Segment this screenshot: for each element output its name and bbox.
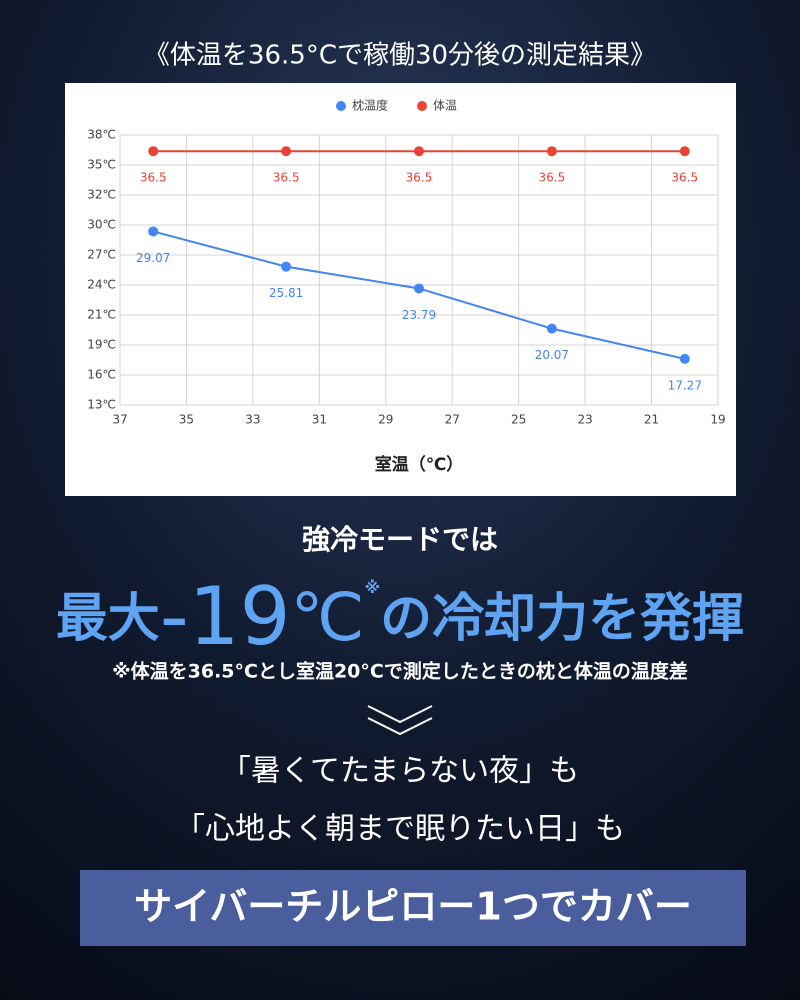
x-tick-label: 29 (378, 413, 393, 427)
x-tick-label: 35 (179, 413, 194, 427)
y-tick-label: 27℃ (87, 247, 116, 261)
data-label: 29.07 (136, 251, 170, 265)
point (414, 283, 424, 294)
point (679, 146, 690, 157)
x-axis-title: 室温（℃） (375, 454, 464, 475)
x-tick-label: 31 (312, 413, 327, 427)
chart-panel (65, 83, 736, 496)
note: ※体温を36.5°Cとし室温20°Cで測定したときの枕と体温の温度差 (112, 660, 688, 683)
y-tick-label: 32℃ (87, 188, 116, 202)
data-label: 25.81 (269, 286, 303, 300)
point (281, 261, 292, 272)
y-tick-label: 13℃ (87, 398, 116, 412)
y-tick-label: 21℃ (87, 308, 116, 322)
x-tick-label: 23 (577, 413, 592, 427)
data-label: 17.27 (668, 378, 702, 392)
point (148, 226, 159, 237)
x-tick-label: 27 (445, 413, 460, 427)
y-tick-label: 38℃ (87, 128, 116, 142)
x-tick-label: 21 (644, 413, 659, 427)
data-label: 23.79 (402, 308, 436, 322)
headline-part: 最大 (56, 589, 160, 649)
banner-text: サイバーチルピロー1つでカバー (134, 885, 692, 929)
chart: 13℃ 16℃ 19℃ 21℃ 24℃ 27℃ 30℃ 32℃ 35℃ 38℃ 37 35 33 31 29… (87, 99, 725, 476)
lead: 強冷モードでは (302, 523, 498, 556)
banner (80, 870, 746, 946)
point (414, 146, 424, 157)
y-tick-label: 24℃ (87, 278, 116, 292)
point (546, 323, 557, 334)
data-label: 36.5 (273, 171, 300, 185)
data-label: 36.5 (671, 171, 698, 185)
point (148, 146, 159, 157)
headline-unit: ℃ (290, 579, 364, 656)
headline: 最大-19℃※の冷却力を発揮 (56, 570, 744, 663)
heading: 《体温を36.5°Cで稼働30分後の測定結果》 (144, 41, 656, 71)
data-label: 36.5 (539, 171, 566, 185)
legend-swatch (336, 101, 346, 111)
line-text: 「心地よく朝まで眠りたい日」も (175, 812, 625, 847)
y-tick-label: 16℃ (87, 367, 116, 381)
line-text: 「暑くてたまらない夜」も (221, 754, 579, 789)
x-tick-label: 33 (245, 413, 260, 427)
x-tick-label: 25 (511, 413, 526, 427)
x-tick-label: 37 (112, 413, 127, 427)
legend-label: 体温 (433, 99, 457, 113)
point (546, 146, 557, 157)
point (679, 353, 690, 364)
headline-part: の冷却力を発揮 (380, 589, 744, 649)
y-tick-label: 19℃ (87, 337, 116, 351)
chevron (367, 705, 433, 736)
y-tick-label: 35℃ (87, 158, 116, 172)
data-label: 36.5 (406, 171, 433, 185)
x-tick-label: 19 (710, 413, 725, 427)
point (281, 146, 292, 157)
legend-swatch (417, 101, 427, 111)
data-label: 20.07 (535, 348, 569, 362)
y-tick-label: 30℃ (87, 217, 116, 231)
legend-label: 枕温度 (352, 99, 388, 113)
headline-mark: ※ (365, 578, 381, 597)
data-label: 36.5 (140, 171, 167, 185)
headline-number: -19 (160, 570, 291, 663)
